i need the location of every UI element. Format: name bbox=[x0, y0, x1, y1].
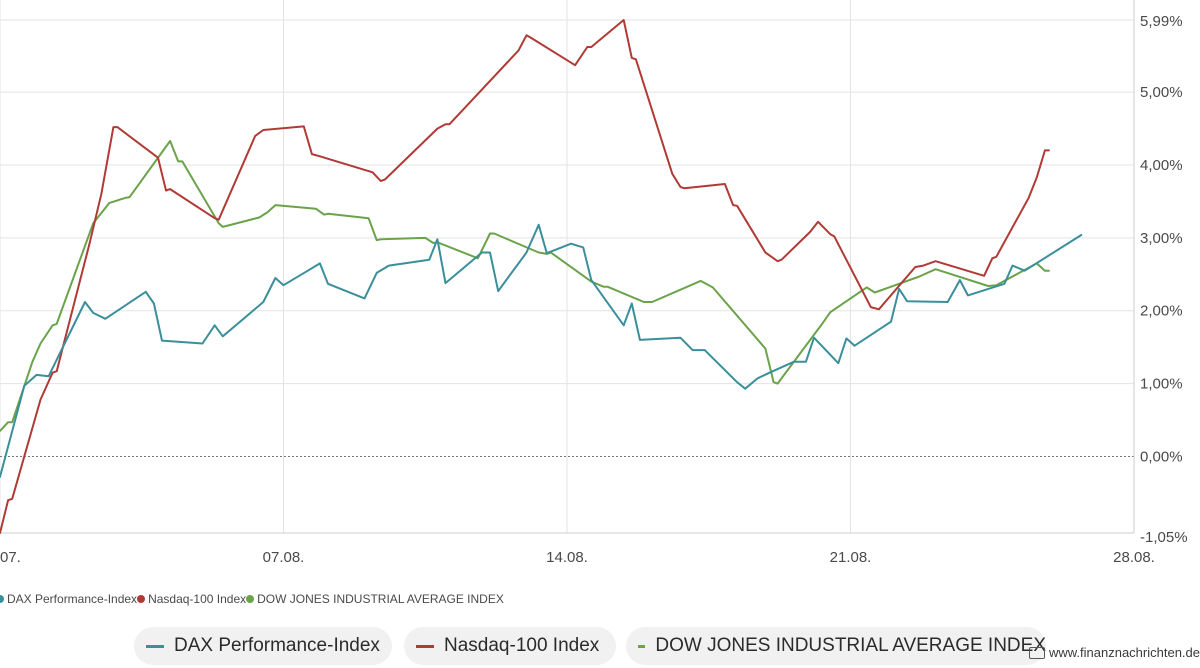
legend-small-item-nasdaq[interactable]: Nasdaq-100 Index bbox=[137, 592, 246, 606]
watermark-text: www.finanznachrichten.de bbox=[1048, 645, 1200, 660]
finanznachrichten-logo-icon bbox=[1028, 646, 1045, 659]
x-tick-label: 21.08. bbox=[830, 549, 872, 566]
x-axis-ticks: 31.07. 07.08. 14.08. 21.08. 28.08. bbox=[0, 549, 1155, 566]
legend-pill-dow[interactable]: DOW JONES INDUSTRIAL AVERAGE INDEX bbox=[626, 627, 1046, 665]
y-tick-label: 5,00% bbox=[1140, 84, 1183, 101]
series-line-nasdaq100 bbox=[0, 19, 1050, 534]
x-tick-label: 14.08. bbox=[546, 549, 588, 566]
y-tick-label: 2,00% bbox=[1140, 303, 1183, 320]
x-tick-label: 31.07. bbox=[0, 549, 21, 566]
watermark: www.finanznachrichten.de bbox=[1028, 645, 1200, 660]
legend-small-label-nasdaq: Nasdaq-100 Index bbox=[148, 592, 247, 606]
x-tick-label: 28.08. bbox=[1113, 549, 1155, 566]
legend-pill-label-dow: DOW JONES INDUSTRIAL AVERAGE INDEX bbox=[655, 635, 1046, 656]
legend-small-label-dax: DAX Performance-Index bbox=[7, 592, 138, 606]
legend-pill-label-nasdaq: Nasdaq-100 Index bbox=[444, 635, 600, 656]
legend-small-dot-dow bbox=[246, 595, 255, 603]
legend-small: DAX Performance-Index Nasdaq-100 Index D… bbox=[0, 590, 504, 608]
legend-small-item-dax[interactable]: DAX Performance-Index bbox=[0, 592, 137, 606]
series-lines bbox=[0, 19, 1083, 534]
legend-pill-swatch-dax bbox=[146, 644, 164, 648]
line-chart: 5,99% 5,00% 4,00% 3,00% 2,00% 1,00% 0,00% -1,05… bbox=[0, 0, 1188, 566]
legend-pill-swatch-dow bbox=[638, 644, 646, 648]
legend-pill-nasdaq[interactable]: Nasdaq-100 Index bbox=[404, 627, 616, 665]
y-tick-label: 4,00% bbox=[1140, 157, 1183, 174]
legend-pill-label-dax: DAX Performance-Index bbox=[174, 635, 380, 656]
y-tick-label: 5,99% bbox=[1140, 13, 1183, 30]
y-tick-label: 1,00% bbox=[1140, 376, 1183, 393]
x-tick-label: 07.08. bbox=[263, 549, 305, 566]
y-tick-label: -1,05% bbox=[1140, 529, 1188, 546]
legend-pill-swatch-nasdaq bbox=[416, 644, 434, 648]
legend-small-label-dow: DOW JONES INDUSTRIAL AVERAGE INDEX bbox=[257, 592, 504, 606]
legend-small-dot-dax bbox=[0, 595, 4, 603]
y-tick-label: 3,00% bbox=[1140, 230, 1183, 247]
legend-small-dot-nasdaq bbox=[137, 595, 146, 603]
legend-small-item-dow[interactable]: DOW JONES INDUSTRIAL AVERAGE INDEX bbox=[246, 592, 504, 606]
series-line-dax bbox=[0, 223, 1083, 478]
y-axis-ticks: 5,99% 5,00% 4,00% 3,00% 2,00% 1,00% 0,00% -1,05… bbox=[1140, 13, 1188, 546]
series-line-dow bbox=[0, 140, 1050, 432]
chart-grid bbox=[0, 0, 1135, 534]
y-tick-label: 0,00% bbox=[1140, 448, 1183, 465]
legend-pills: DAX Performance-Index Nasdaq-100 Index D… bbox=[0, 627, 1200, 665]
legend-pill-dax[interactable]: DAX Performance-Index bbox=[134, 627, 392, 665]
